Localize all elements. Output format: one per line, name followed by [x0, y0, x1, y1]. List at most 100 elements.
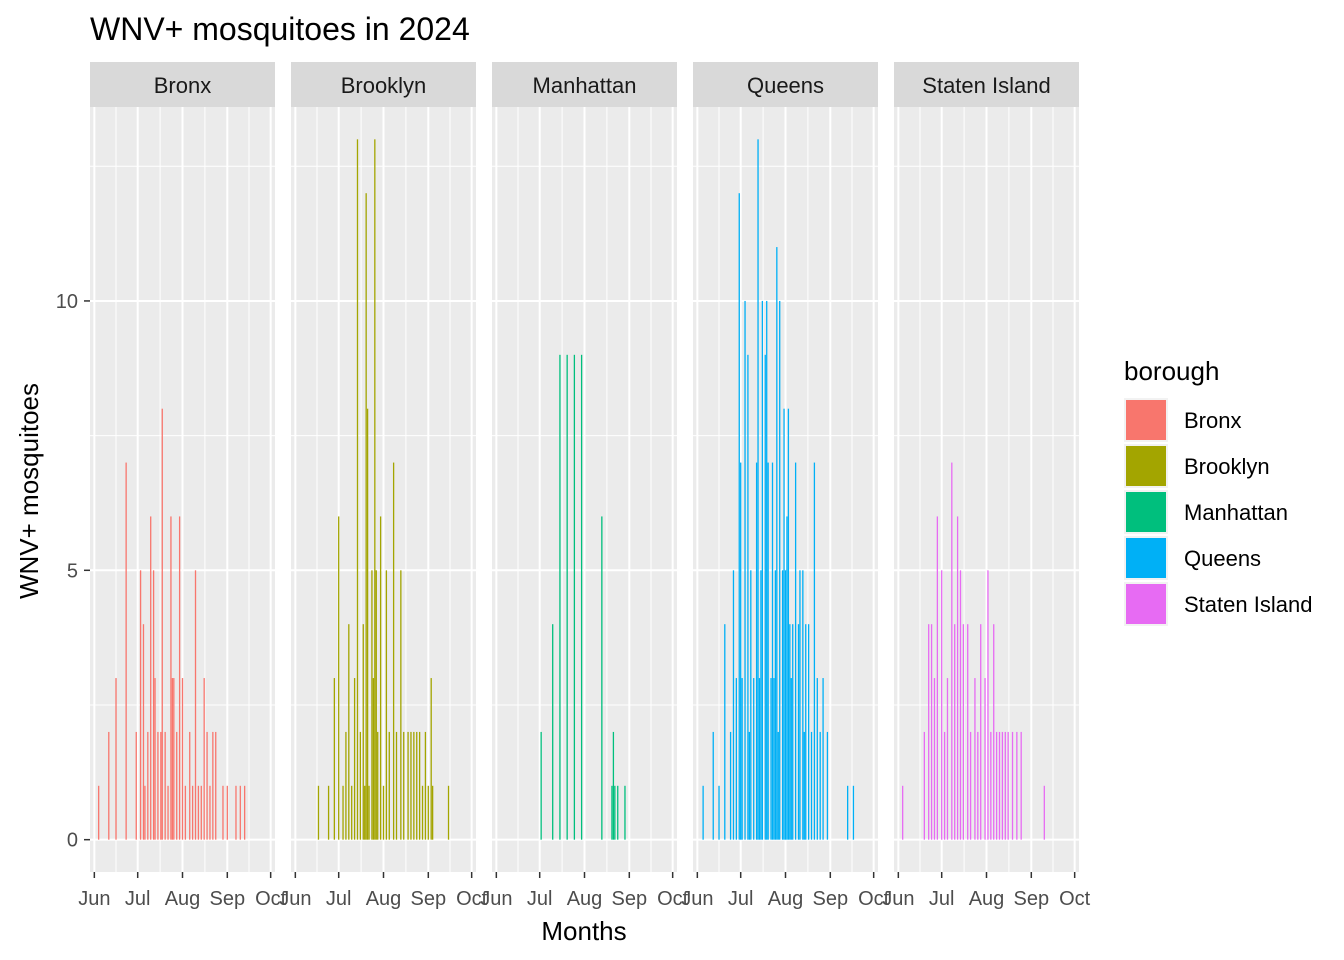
bar-queens — [799, 570, 801, 840]
bar-queens — [735, 678, 738, 840]
bar-queens — [744, 300, 746, 840]
bar-staten-island — [1011, 731, 1014, 840]
bar-staten-island — [1016, 731, 1018, 840]
bar-brooklyn — [317, 785, 320, 840]
x-tick-label: Aug — [768, 888, 804, 910]
bar-bronx — [150, 516, 152, 840]
legend-swatch-brooklyn — [1126, 446, 1166, 486]
bar-queens — [774, 570, 777, 840]
bar-bronx — [184, 785, 187, 840]
bar-staten-island — [974, 678, 976, 840]
bar-brooklyn — [424, 731, 427, 840]
bar-bronx — [108, 731, 110, 840]
bar-manhattan — [566, 354, 568, 840]
bar-brooklyn — [351, 785, 353, 840]
bar-queens — [761, 300, 764, 840]
bar-bronx — [98, 785, 100, 840]
bar-brooklyn — [375, 570, 377, 840]
bar-staten-island — [995, 731, 998, 840]
bar-brooklyn — [362, 624, 364, 840]
bar-staten-island — [984, 678, 986, 840]
legend-swatch-queens — [1126, 538, 1166, 578]
facet-staten-island: Staten Island Jun Jul Aug Sep Oct — [882, 62, 1091, 910]
bar-staten-island — [959, 570, 962, 840]
bar-bronx — [176, 731, 178, 840]
bar-brooklyn — [407, 731, 409, 840]
bar-brooklyn — [385, 570, 388, 840]
x-tick-label: Jun — [480, 888, 512, 910]
bar-queens — [783, 408, 785, 840]
facet-strip-queens — [693, 62, 878, 107]
bar-manhattan — [611, 785, 613, 840]
bar-queens — [755, 462, 758, 840]
bar-manhattan — [540, 731, 542, 840]
bar-bronx — [239, 785, 241, 840]
bar-bronx — [164, 731, 166, 840]
y-tick-label: 0 — [67, 830, 78, 852]
facet-strip-label-bronx: Bronx — [154, 73, 211, 98]
bar-bronx — [203, 678, 205, 840]
facet-bronx: Bronx Jun Jul Aug Sep Oct — [78, 62, 287, 910]
bar-staten-island — [1007, 731, 1009, 840]
bar-queens — [813, 462, 816, 840]
bar-bronx — [194, 570, 197, 840]
chart-title: WNV+ mosquitoes in 2024 — [90, 11, 470, 47]
bar-brooklyn — [403, 731, 405, 840]
bar-brooklyn — [413, 731, 415, 840]
bar-queens — [777, 731, 779, 840]
bar-queens — [741, 678, 743, 840]
x-tick-label: Sep — [1014, 888, 1050, 910]
bar-queens — [789, 624, 791, 840]
x-tick-label: Oct — [858, 888, 890, 910]
bar-brooklyn — [400, 570, 402, 840]
bar-brooklyn — [368, 785, 370, 840]
bar-bronx — [125, 462, 127, 840]
bar-bronx — [160, 731, 162, 840]
bar-brooklyn — [342, 785, 344, 840]
bar-bronx — [181, 678, 184, 840]
y-tick-label: 10 — [56, 291, 78, 313]
x-axis-title: Months — [541, 916, 626, 946]
x-tick-label: Jul — [728, 888, 754, 910]
x-tick-label: Jun — [882, 888, 914, 910]
bar-queens — [732, 570, 735, 840]
bar-queens — [826, 731, 829, 840]
x-tick-label: Jul — [929, 888, 955, 910]
bar-queens — [784, 570, 787, 840]
x-tick-label: Aug — [366, 888, 402, 910]
bar-bronx — [189, 731, 191, 840]
bar-staten-island — [998, 731, 1001, 840]
bar-staten-island — [962, 624, 965, 840]
x-tick-label: Aug — [969, 888, 1005, 910]
bar-brooklyn — [427, 785, 429, 840]
x-tick-label: Jun — [78, 888, 110, 910]
bar-bronx — [144, 785, 146, 840]
bar-staten-island — [987, 570, 989, 840]
bar-queens — [786, 516, 788, 840]
x-tick-label: Aug — [165, 888, 201, 910]
bar-queens — [753, 678, 755, 840]
facet-queens: Queens Jun Jul Aug Sep Oct — [681, 62, 890, 910]
bar-bronx — [178, 516, 181, 840]
bar-queens — [846, 785, 849, 840]
y-axis-title: WNV+ mosquitoes — [14, 383, 44, 599]
x-tick-label: Oct — [456, 888, 488, 910]
bar-queens — [729, 731, 732, 840]
x-tick-label: Sep — [612, 888, 648, 910]
bar-queens — [779, 300, 781, 840]
bar-queens — [770, 678, 772, 840]
bar-brooklyn — [372, 678, 375, 840]
bar-brooklyn — [392, 462, 395, 840]
bar-manhattan — [573, 354, 576, 840]
legend-title: borough — [1124, 356, 1219, 386]
bar-queens — [773, 678, 775, 840]
bar-manhattan — [580, 354, 583, 840]
y-axis: 0 5 10 — [56, 291, 90, 852]
bar-queens — [738, 193, 740, 840]
legend-label-brooklyn: Brooklyn — [1184, 454, 1270, 479]
bar-bronx — [170, 516, 172, 840]
bar-bronx — [115, 678, 117, 840]
bar-bronx — [161, 408, 163, 840]
bar-staten-island — [969, 731, 972, 840]
